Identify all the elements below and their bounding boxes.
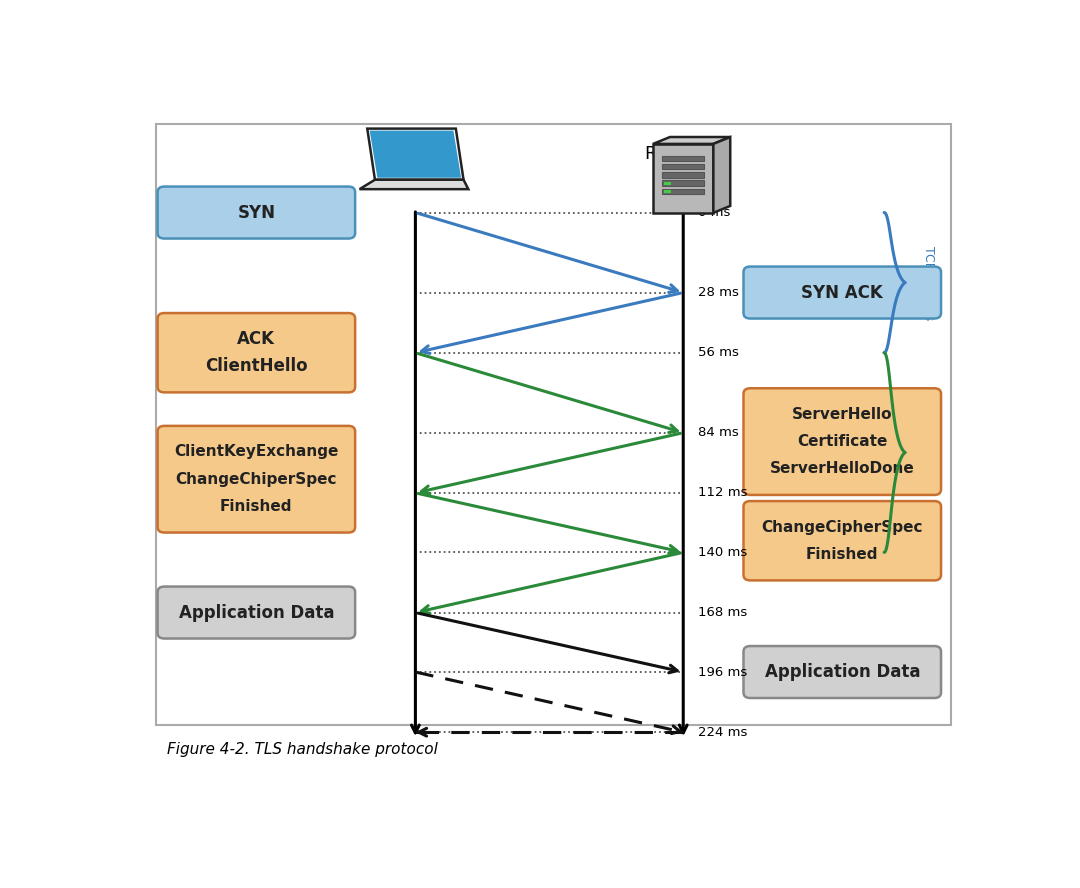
Text: 28 ms: 28 ms bbox=[699, 286, 739, 299]
FancyBboxPatch shape bbox=[664, 190, 671, 193]
FancyBboxPatch shape bbox=[158, 313, 355, 392]
Text: 112 ms: 112 ms bbox=[699, 487, 747, 499]
FancyBboxPatch shape bbox=[158, 587, 355, 638]
FancyBboxPatch shape bbox=[743, 266, 941, 319]
Text: ChangeChiperSpec: ChangeChiperSpec bbox=[176, 472, 337, 487]
Polygon shape bbox=[360, 179, 469, 189]
Text: ACK: ACK bbox=[238, 330, 275, 348]
Text: Finished: Finished bbox=[220, 499, 293, 514]
Polygon shape bbox=[653, 137, 730, 144]
Text: 84 ms: 84 ms bbox=[699, 426, 739, 440]
Polygon shape bbox=[367, 129, 463, 179]
Text: Finished: Finished bbox=[806, 547, 878, 562]
Text: ChangeCipherSpec: ChangeCipherSpec bbox=[761, 519, 923, 535]
FancyBboxPatch shape bbox=[662, 188, 704, 194]
FancyBboxPatch shape bbox=[662, 180, 704, 186]
Text: 196 ms: 196 ms bbox=[699, 665, 747, 678]
FancyBboxPatch shape bbox=[158, 186, 355, 239]
Text: 0 ms: 0 ms bbox=[699, 206, 731, 219]
Text: 168 ms: 168 ms bbox=[699, 606, 747, 619]
Text: ClientKeyExchange: ClientKeyExchange bbox=[174, 444, 338, 459]
Text: 56 ms: 56 ms bbox=[699, 346, 739, 360]
Text: ClientHello: ClientHello bbox=[205, 357, 308, 376]
Text: 224 ms: 224 ms bbox=[699, 725, 747, 739]
FancyBboxPatch shape bbox=[743, 501, 941, 581]
Text: Application Data: Application Data bbox=[178, 604, 334, 622]
Text: Figure 4-2. TLS handshake protocol: Figure 4-2. TLS handshake protocol bbox=[166, 741, 437, 757]
Text: 140 ms: 140 ms bbox=[699, 546, 747, 559]
FancyBboxPatch shape bbox=[653, 144, 714, 213]
Text: Certificate: Certificate bbox=[797, 434, 888, 449]
FancyBboxPatch shape bbox=[662, 164, 704, 170]
FancyBboxPatch shape bbox=[664, 182, 671, 185]
Text: SYN: SYN bbox=[238, 203, 275, 221]
FancyBboxPatch shape bbox=[158, 426, 355, 533]
FancyBboxPatch shape bbox=[156, 123, 951, 725]
Text: ServerHello: ServerHello bbox=[792, 407, 892, 422]
Polygon shape bbox=[369, 131, 461, 178]
FancyBboxPatch shape bbox=[662, 155, 704, 161]
Text: SYN ACK: SYN ACK bbox=[801, 283, 883, 302]
FancyBboxPatch shape bbox=[662, 172, 704, 178]
Text: Application Data: Application Data bbox=[765, 663, 920, 681]
FancyBboxPatch shape bbox=[743, 646, 941, 698]
Text: Receiver: Receiver bbox=[644, 146, 723, 163]
Text: TCP - 56 ms: TCP - 56 ms bbox=[922, 245, 935, 320]
Text: Sender: Sender bbox=[383, 146, 447, 163]
Text: TLS - 112 ms: TLS - 112 ms bbox=[922, 412, 935, 494]
Text: ServerHelloDone: ServerHelloDone bbox=[770, 462, 915, 477]
FancyBboxPatch shape bbox=[743, 388, 941, 495]
Polygon shape bbox=[714, 137, 730, 213]
